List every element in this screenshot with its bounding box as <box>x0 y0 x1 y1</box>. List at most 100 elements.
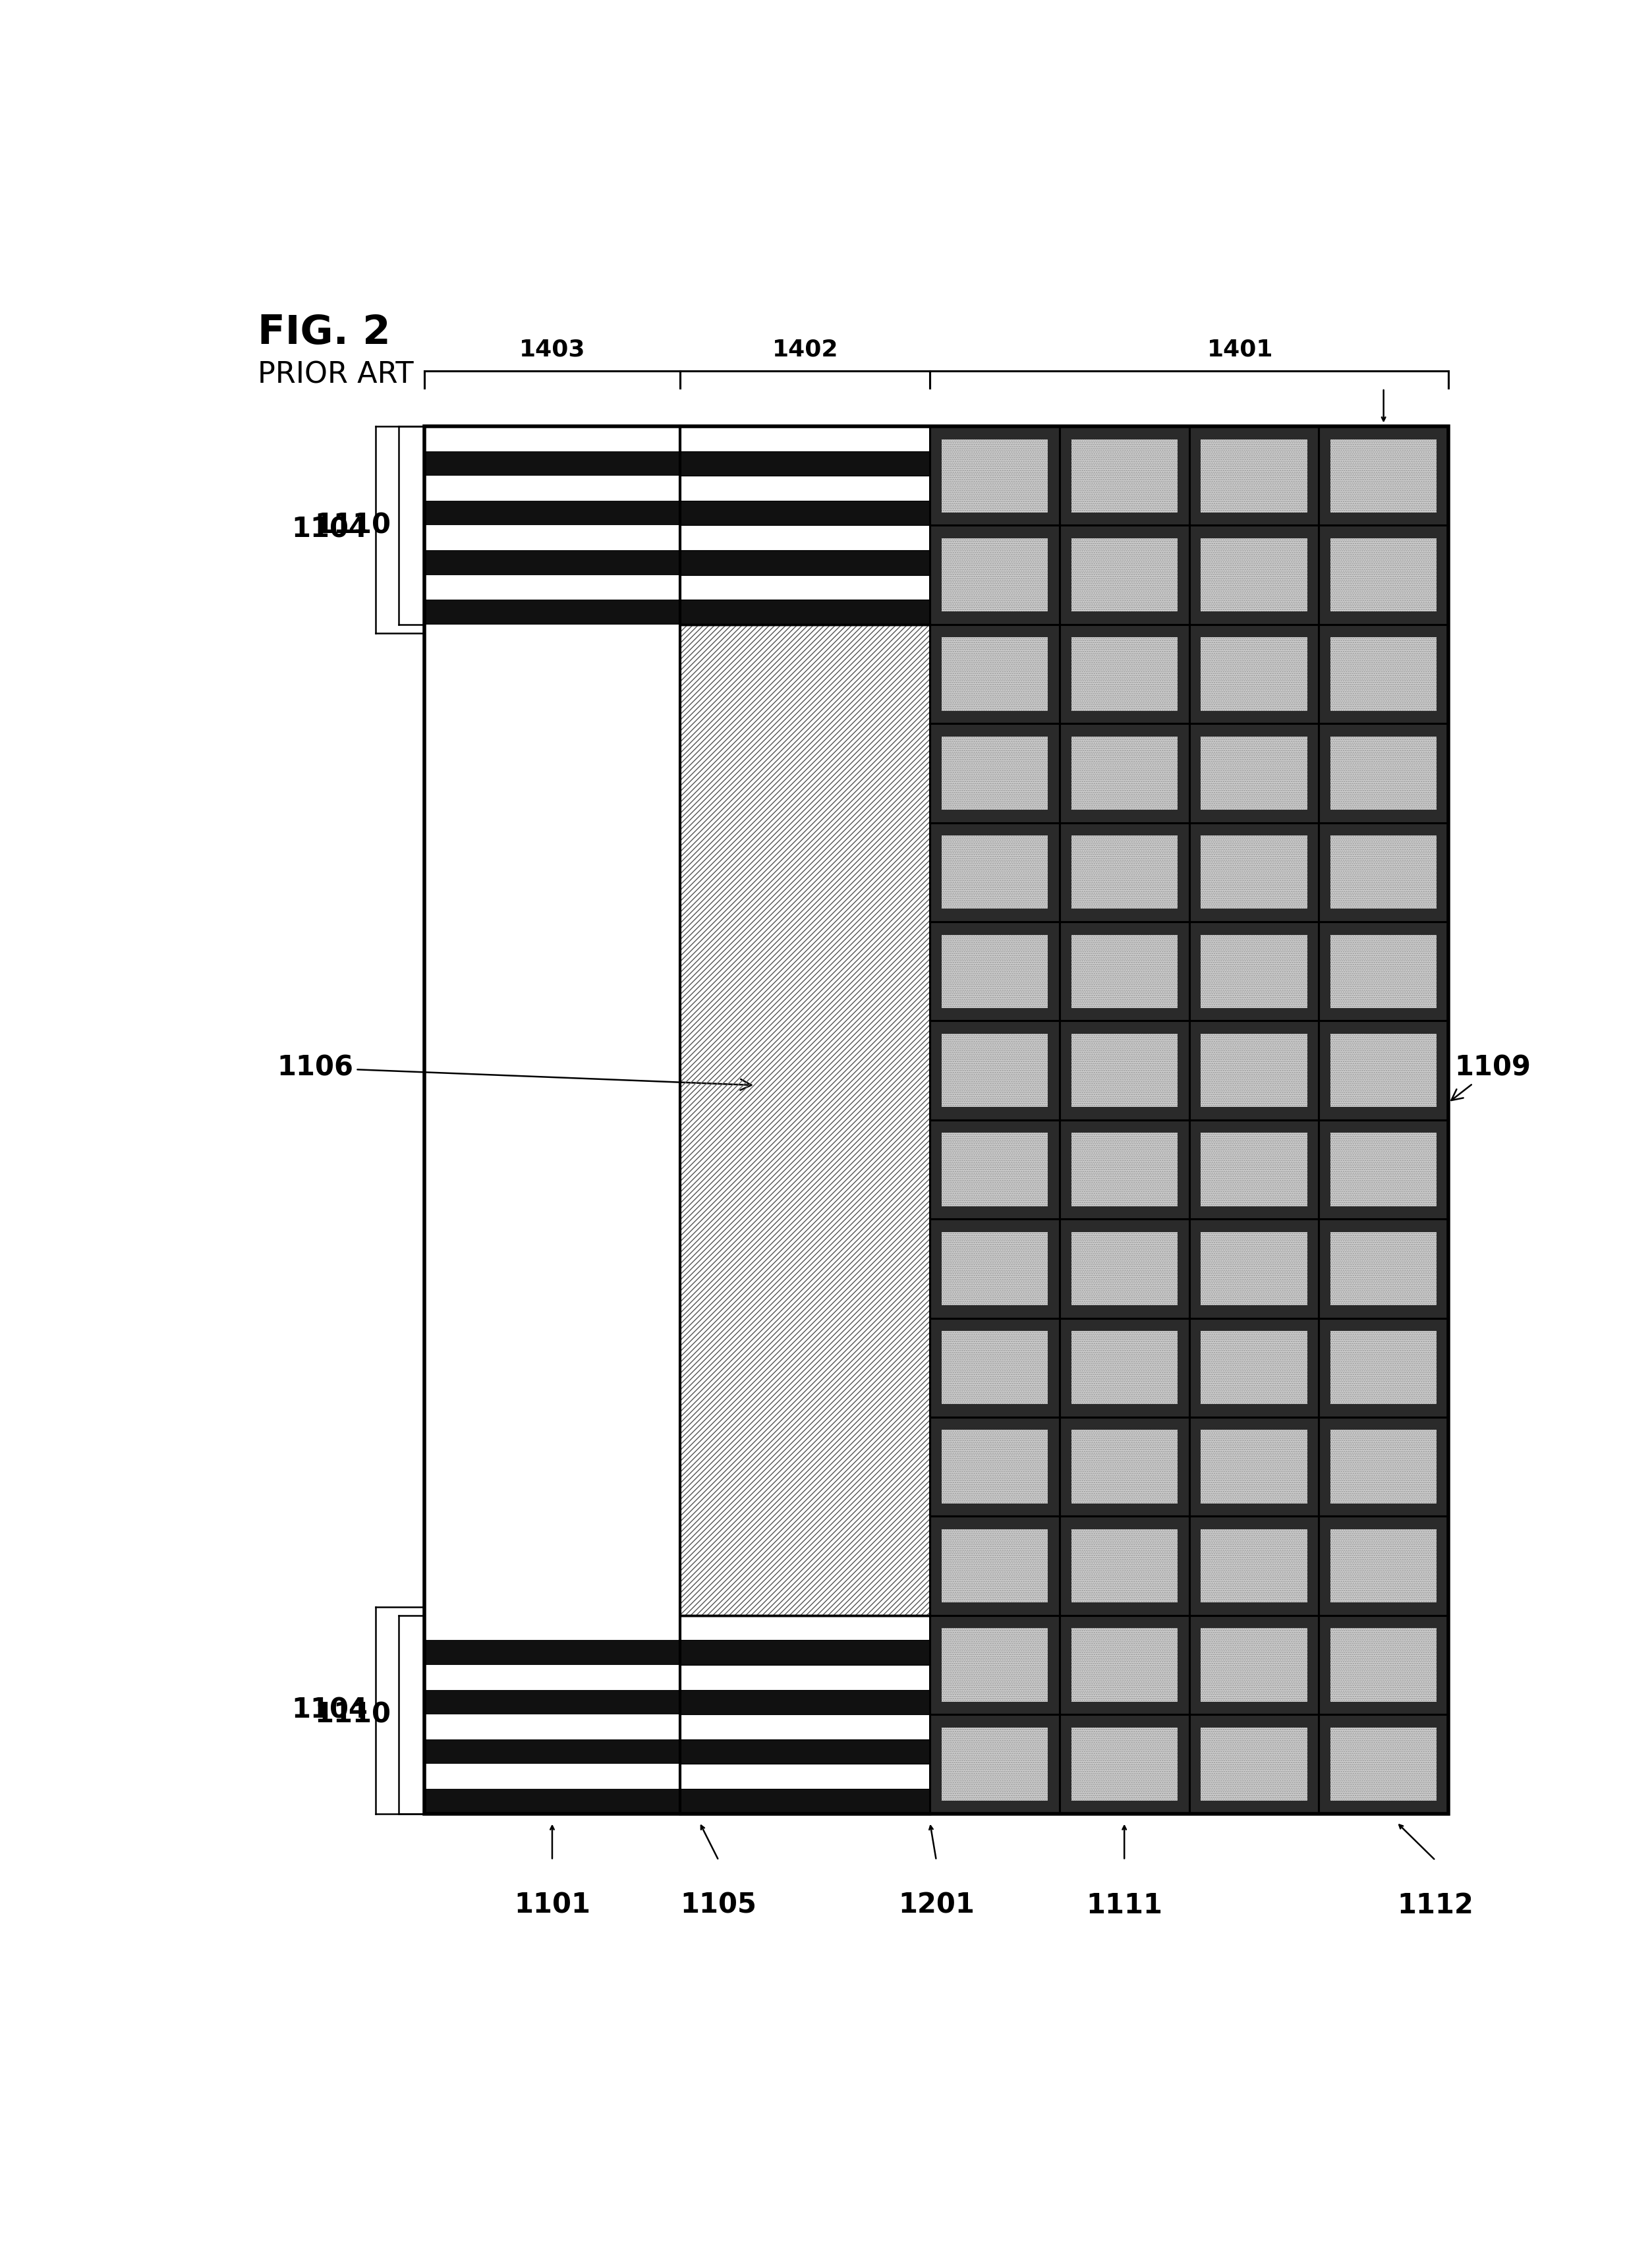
Bar <box>942 637 1047 712</box>
Bar <box>1318 624 1449 723</box>
Bar <box>1201 1727 1307 1802</box>
Bar <box>425 549 681 574</box>
Bar <box>942 1529 1047 1603</box>
Bar <box>1070 1430 1178 1504</box>
Bar <box>1059 1417 1189 1516</box>
Bar <box>1201 439 1307 513</box>
Text: 1106: 1106 <box>278 1054 752 1090</box>
Bar <box>1059 525 1189 624</box>
Bar <box>1070 637 1178 712</box>
Bar <box>942 1430 1047 1504</box>
Bar <box>930 1516 1059 1615</box>
Bar <box>1201 1529 1307 1603</box>
Bar <box>425 1664 681 1689</box>
Text: 1104: 1104 <box>291 516 368 543</box>
Bar <box>930 1218 1059 1317</box>
Polygon shape <box>681 500 930 525</box>
Bar <box>681 426 930 1813</box>
Text: 1403: 1403 <box>519 338 585 360</box>
Bar <box>1330 736 1437 811</box>
Bar <box>425 624 681 1615</box>
Bar <box>942 935 1047 1009</box>
Bar <box>1330 736 1437 811</box>
Polygon shape <box>681 426 930 450</box>
Bar <box>942 1727 1047 1802</box>
Bar <box>1318 1020 1449 1119</box>
Bar <box>1201 439 1307 513</box>
Polygon shape <box>681 1739 930 1763</box>
Bar <box>1201 538 1307 613</box>
Bar <box>1059 822 1189 921</box>
Bar <box>425 1788 681 1813</box>
Polygon shape <box>681 1714 930 1739</box>
Bar <box>1318 1615 1449 1714</box>
Polygon shape <box>681 549 930 574</box>
Bar <box>1201 935 1307 1009</box>
Bar <box>1330 1331 1437 1405</box>
Bar <box>1189 1317 1318 1417</box>
Bar <box>1201 1628 1307 1703</box>
Text: 1111: 1111 <box>1085 1892 1163 1919</box>
Text: 1110: 1110 <box>314 511 392 538</box>
Bar <box>942 935 1047 1009</box>
Bar <box>1059 1516 1189 1615</box>
Bar <box>1330 1232 1437 1306</box>
Bar <box>1070 538 1178 613</box>
Bar <box>1070 1034 1178 1108</box>
Bar <box>1059 1020 1189 1119</box>
Bar <box>1201 736 1307 811</box>
Bar <box>930 1615 1059 1714</box>
Bar <box>1318 1417 1449 1516</box>
Text: 1401: 1401 <box>1208 338 1274 360</box>
Bar <box>1201 835 1307 910</box>
Text: 1112: 1112 <box>1398 1892 1474 1919</box>
Bar <box>1070 1133 1178 1207</box>
Bar <box>1070 439 1178 513</box>
Bar <box>930 822 1059 921</box>
Bar <box>1070 1628 1178 1703</box>
Bar <box>1070 538 1178 613</box>
Bar <box>1070 835 1178 910</box>
Bar <box>1059 1714 1189 1813</box>
Bar <box>425 1615 681 1639</box>
Bar <box>425 426 1449 1813</box>
Bar <box>1201 1331 1307 1405</box>
Polygon shape <box>681 1615 930 1639</box>
Bar <box>681 624 930 1615</box>
Bar <box>942 1529 1047 1603</box>
Bar <box>942 1133 1047 1207</box>
Text: PRIOR ART: PRIOR ART <box>258 360 413 390</box>
Text: 1109: 1109 <box>1452 1054 1531 1101</box>
Bar <box>1318 1714 1449 1813</box>
Bar <box>1070 935 1178 1009</box>
Bar <box>1318 921 1449 1020</box>
Bar <box>1189 921 1318 1020</box>
Bar <box>1070 1430 1178 1504</box>
Bar <box>942 1628 1047 1703</box>
Bar <box>1330 1133 1437 1207</box>
Bar <box>1330 538 1437 613</box>
Bar <box>1070 1727 1178 1802</box>
Bar <box>1059 1317 1189 1417</box>
Bar <box>425 525 681 549</box>
Text: FIG. 2: FIG. 2 <box>258 313 390 354</box>
Bar <box>1201 1133 1307 1207</box>
Bar <box>425 1763 681 1788</box>
Bar <box>1330 1430 1437 1504</box>
Bar <box>1189 822 1318 921</box>
Bar <box>425 426 1449 1813</box>
Bar <box>1330 637 1437 712</box>
Bar <box>1330 1727 1437 1802</box>
Bar <box>930 723 1059 822</box>
Polygon shape <box>681 1689 930 1714</box>
Bar <box>1318 426 1449 525</box>
Bar <box>942 1430 1047 1504</box>
Bar <box>930 624 1059 723</box>
Bar <box>930 1020 1059 1119</box>
Bar <box>1330 439 1437 513</box>
Bar <box>425 475 681 500</box>
Bar <box>1201 736 1307 811</box>
Bar <box>1201 1727 1307 1802</box>
Text: 1101: 1101 <box>514 1892 590 1919</box>
Bar <box>942 439 1047 513</box>
